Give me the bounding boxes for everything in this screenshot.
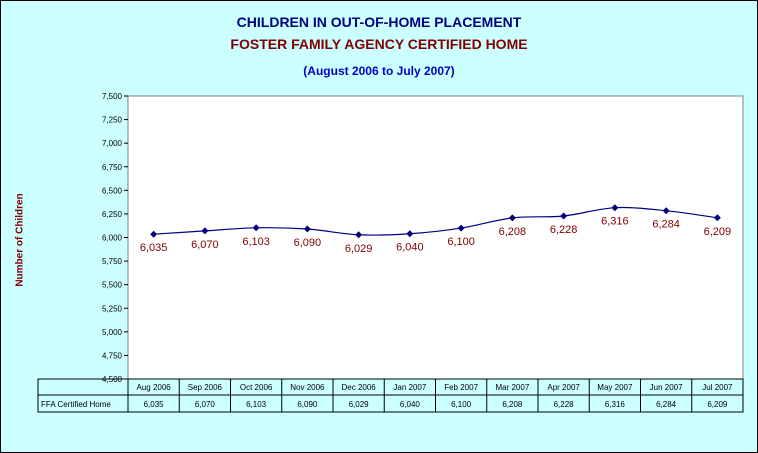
plot-area	[127, 95, 744, 380]
y-tick-label: 6,000	[102, 234, 123, 243]
table-cell-value: 6,103	[246, 400, 267, 409]
y-tick-label: 6,500	[102, 186, 123, 195]
data-label: 6,070	[191, 239, 219, 251]
data-label: 6,316	[601, 216, 629, 228]
x-tick-label: Aug 2006	[136, 383, 171, 392]
data-point	[355, 231, 363, 239]
x-tick-label: Feb 2007	[444, 383, 478, 392]
data-point	[457, 224, 465, 232]
y-tick-label: 7,000	[102, 139, 123, 148]
y-tick-label: 5,000	[102, 328, 123, 337]
x-tick-label: Apr 2007	[547, 383, 580, 392]
y-tick-label: 4,750	[102, 351, 123, 360]
data-label: 6,100	[447, 236, 475, 248]
table-cell-value: 6,284	[656, 400, 677, 409]
data-point	[303, 225, 311, 233]
table-cell-value: 6,035	[144, 400, 165, 409]
data-label: 6,090	[294, 237, 322, 249]
table-cell-value: 6,316	[605, 400, 626, 409]
table-cell-value: 6,228	[554, 400, 575, 409]
table-cell-value: 6,100	[451, 400, 472, 409]
x-tick-label: Jan 2007	[393, 383, 426, 392]
series-line	[153, 206, 718, 236]
data-label: 6,029	[345, 243, 373, 255]
x-tick-label: May 2007	[597, 383, 633, 392]
data-point	[252, 224, 260, 232]
chart-subtitle: FOSTER FAMILY AGENCY CERTIFIED HOME	[230, 36, 528, 52]
data-point	[713, 214, 721, 222]
x-tick-label: Nov 2006	[290, 383, 325, 392]
data-point	[201, 227, 209, 235]
x-tick-label: Dec 2006	[342, 383, 377, 392]
table-cell-value: 6,209	[707, 400, 728, 409]
x-tick-label: Oct 2006	[240, 383, 273, 392]
x-tick-label: Sep 2006	[188, 383, 223, 392]
data-point	[560, 212, 568, 220]
y-tick-label: 7,500	[102, 92, 123, 101]
data-label: 6,228	[550, 224, 578, 236]
table-cell-value: 6,040	[400, 400, 421, 409]
data-label: 6,103	[242, 236, 270, 248]
data-label: 6,040	[396, 242, 424, 254]
y-tick-label: 6,750	[102, 163, 123, 172]
data-point	[150, 230, 158, 238]
table-cell-value: 6,070	[195, 400, 216, 409]
data-point	[508, 214, 516, 222]
data-label: 6,284	[652, 219, 680, 231]
table-cell-value: 6,029	[349, 400, 370, 409]
data-label: 6,208	[499, 226, 527, 238]
data-point	[611, 204, 619, 212]
table-cell-value: 6,208	[502, 400, 523, 409]
table-series-name: FFA Certified Home	[41, 400, 111, 409]
y-tick-label: 7,250	[102, 116, 123, 125]
x-tick-label: Jul 2007	[702, 383, 733, 392]
y-tick-label: 5,250	[102, 304, 123, 313]
data-label: 6,035	[140, 242, 168, 254]
y-tick-label: 5,750	[102, 257, 123, 266]
table-cell-value: 6,090	[297, 400, 318, 409]
data-label: 6,209	[704, 226, 732, 238]
data-point	[406, 230, 414, 238]
x-tick-label: Jun 2007	[650, 383, 683, 392]
y-tick-label: 6,250	[102, 210, 123, 219]
chart-date-range: (August 2006 to July 2007)	[303, 64, 455, 78]
data-point	[662, 207, 670, 215]
chart-title: CHILDREN IN OUT-OF-HOME PLACEMENT	[236, 14, 522, 30]
x-tick-label: Mar 2007	[495, 383, 529, 392]
y-tick-label: 5,500	[102, 281, 123, 290]
